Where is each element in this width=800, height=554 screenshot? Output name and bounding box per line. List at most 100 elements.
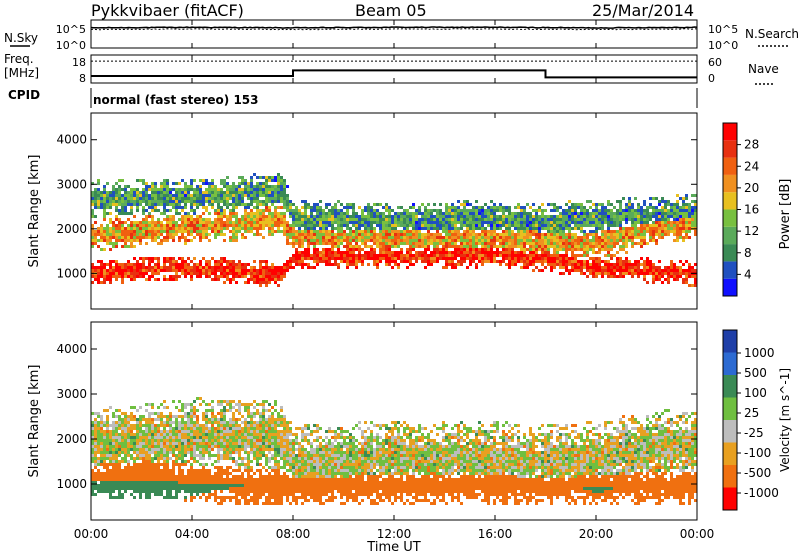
data-cell bbox=[538, 245, 541, 248]
data-cell bbox=[100, 418, 103, 421]
data-cell bbox=[262, 278, 265, 281]
y-tick-label: 1000 bbox=[56, 266, 87, 280]
data-cell bbox=[247, 230, 250, 233]
data-cell bbox=[262, 266, 265, 269]
data-cell bbox=[601, 221, 604, 224]
data-cell bbox=[187, 472, 190, 475]
data-cell bbox=[172, 269, 175, 272]
data-cell bbox=[94, 188, 97, 191]
data-cell bbox=[523, 245, 526, 248]
data-cell bbox=[169, 197, 172, 200]
data-cell bbox=[520, 257, 523, 260]
data-cell bbox=[586, 251, 589, 254]
data-cell bbox=[109, 439, 112, 442]
data-cell bbox=[601, 209, 604, 212]
data-cell bbox=[640, 272, 643, 275]
data-cell bbox=[124, 418, 127, 421]
data-cell bbox=[430, 236, 433, 239]
data-cell bbox=[484, 260, 487, 263]
data-cell bbox=[172, 266, 175, 269]
data-cell bbox=[394, 233, 397, 236]
data-cell bbox=[178, 409, 181, 412]
data-cell bbox=[232, 233, 235, 236]
data-cell bbox=[349, 227, 352, 230]
data-cell bbox=[196, 490, 199, 493]
data-cell bbox=[463, 224, 466, 227]
data-cell bbox=[574, 209, 577, 212]
data-cell bbox=[103, 490, 106, 493]
data-cell bbox=[301, 200, 304, 203]
data-cell bbox=[628, 230, 631, 233]
data-cell bbox=[136, 233, 139, 236]
data-cell bbox=[160, 475, 163, 478]
data-cell bbox=[466, 212, 469, 215]
data-cell bbox=[610, 215, 613, 218]
data-cell bbox=[496, 206, 499, 209]
data-cell bbox=[625, 209, 628, 212]
data-cell bbox=[289, 203, 292, 206]
data-cell bbox=[178, 448, 181, 451]
data-cell bbox=[160, 266, 163, 269]
data-cell bbox=[181, 200, 184, 203]
data-cell bbox=[169, 490, 172, 493]
data-cell bbox=[238, 191, 241, 194]
data-cell bbox=[133, 272, 136, 275]
data-cell bbox=[526, 203, 529, 206]
data-cell bbox=[169, 269, 172, 272]
data-cell bbox=[238, 200, 241, 203]
data-cell bbox=[124, 421, 127, 424]
data-cell bbox=[160, 182, 163, 185]
data-cell bbox=[634, 260, 637, 263]
data-cell bbox=[181, 472, 184, 475]
data-cell bbox=[268, 224, 271, 227]
data-cell bbox=[511, 221, 514, 224]
data-cell bbox=[190, 490, 193, 493]
data-cell bbox=[115, 454, 118, 457]
data-cell bbox=[655, 197, 658, 200]
data-cell bbox=[514, 242, 517, 245]
data-cell bbox=[331, 206, 334, 209]
data-cell bbox=[577, 224, 580, 227]
data-cell bbox=[211, 221, 214, 224]
data-cell bbox=[172, 188, 175, 191]
data-cell bbox=[322, 260, 325, 263]
data-cell bbox=[274, 185, 277, 188]
data-cell bbox=[511, 224, 514, 227]
data-cell bbox=[127, 203, 130, 206]
data-cell bbox=[616, 212, 619, 215]
data-cell bbox=[547, 248, 550, 251]
data-cell bbox=[376, 233, 379, 236]
data-cell bbox=[307, 254, 310, 257]
data-cell bbox=[235, 221, 238, 224]
data-cell bbox=[565, 254, 568, 257]
data-cell bbox=[334, 209, 337, 212]
data-cell bbox=[616, 242, 619, 245]
data-cell bbox=[424, 266, 427, 269]
data-cell bbox=[262, 281, 265, 284]
data-cell bbox=[451, 203, 454, 206]
data-cell bbox=[490, 257, 493, 260]
data-cell bbox=[268, 206, 271, 209]
data-cell bbox=[475, 224, 478, 227]
data-cell bbox=[415, 251, 418, 254]
data-cell bbox=[559, 263, 562, 266]
data-cell bbox=[106, 418, 109, 421]
data-cell bbox=[457, 209, 460, 212]
data-cell bbox=[106, 263, 109, 266]
data-cell bbox=[352, 206, 355, 209]
data-cell bbox=[277, 206, 280, 209]
data-cell bbox=[145, 478, 148, 481]
data-cell bbox=[268, 194, 271, 197]
data-cell bbox=[610, 266, 613, 269]
data-cell bbox=[184, 415, 187, 418]
data-cell bbox=[142, 460, 145, 463]
data-cell bbox=[541, 224, 544, 227]
data-cell bbox=[199, 448, 202, 451]
data-cell bbox=[508, 248, 511, 251]
data-cell bbox=[199, 227, 202, 230]
data-cell bbox=[133, 236, 136, 239]
data-cell bbox=[91, 457, 94, 460]
data-cell bbox=[283, 272, 286, 275]
data-cell bbox=[181, 263, 184, 266]
data-cell bbox=[184, 227, 187, 230]
